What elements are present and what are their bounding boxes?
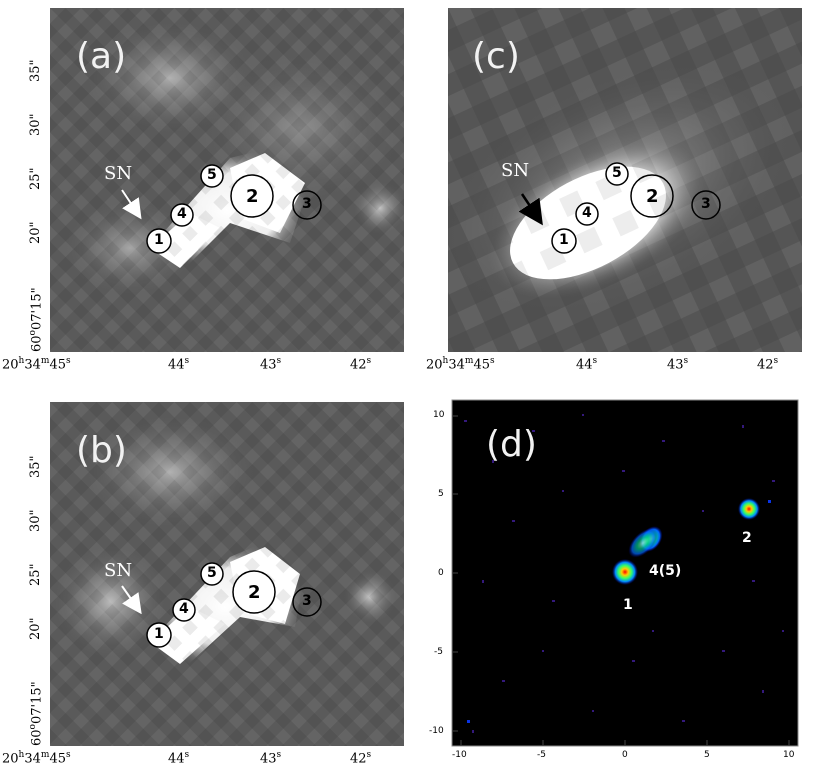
d-xtick-0: -10 xyxy=(452,750,467,760)
src-4-c: 4 xyxy=(582,205,592,221)
source-3-circle-a xyxy=(292,190,322,220)
src-2-c: 2 xyxy=(646,186,659,207)
src-1-b: 1 xyxy=(154,626,164,642)
panel-d-image xyxy=(452,400,798,746)
sn-label-b: SN xyxy=(104,560,133,581)
panel-label-b: (b) xyxy=(76,430,127,471)
source-5-circle-b xyxy=(200,562,224,586)
source-2-circle-c xyxy=(630,174,674,218)
panel-a-svg xyxy=(50,8,404,352)
src-3-b: 3 xyxy=(302,593,312,609)
dec-tick-b-2: 25" xyxy=(28,563,43,586)
src-5-a: 5 xyxy=(207,167,217,183)
ra-tick-b-3: 42s xyxy=(350,750,372,767)
noise-specks xyxy=(464,414,784,733)
source-5-circle-c xyxy=(605,162,629,186)
dec-tick-b-3: 30" xyxy=(28,509,43,532)
ra-tick-a-3: 42s xyxy=(350,356,372,373)
sn-arrow-b xyxy=(121,585,142,615)
source-4-circle-c xyxy=(575,202,599,226)
ra-tick-c-1: 44s xyxy=(576,356,598,373)
d-xtick-4: 10 xyxy=(783,750,795,760)
source-3-circle-b xyxy=(292,587,322,617)
source-3-circle-c xyxy=(691,190,721,220)
ra-tick-a-2: 43s xyxy=(260,356,282,373)
src-3-a: 3 xyxy=(302,196,312,212)
source-2-circle-a xyxy=(230,174,274,218)
ra-tick-c-0: 20h34m45s xyxy=(426,356,495,373)
src-5-b: 5 xyxy=(207,565,217,581)
src-2-a: 2 xyxy=(246,186,259,207)
d-ytick-2: 0 xyxy=(438,568,444,578)
source-4-circle-b xyxy=(172,598,196,622)
source-1-circle-a xyxy=(146,228,172,254)
dec-tick-a-2: 25" xyxy=(28,167,43,190)
panel-d-svg xyxy=(452,400,798,746)
dec-tick-a-0: 60o07'15" xyxy=(28,287,45,352)
d-ytick-0: 10 xyxy=(433,410,445,420)
ra-tick-c-2: 43s xyxy=(667,356,689,373)
source-4-circle-a xyxy=(170,203,194,227)
d-xtick-1: -5 xyxy=(537,750,546,760)
d-xtick-3: 5 xyxy=(704,750,710,760)
dec-tick-b-4: 35" xyxy=(28,455,43,478)
dec-tick-a-3: 30" xyxy=(28,113,43,136)
d-ytick-1: 5 xyxy=(438,489,444,499)
dec-tick-b-0: 60o07'15" xyxy=(28,681,45,746)
ra-tick-a-1: 44s xyxy=(168,356,190,373)
panel-b-svg xyxy=(50,402,404,746)
src-3-c: 3 xyxy=(701,196,711,212)
sn-arrow-a xyxy=(121,189,142,220)
panel-label-d: (d) xyxy=(486,424,537,465)
src-1-a: 1 xyxy=(154,232,164,248)
src-2-b: 2 xyxy=(248,582,261,603)
d-ytick-3: -5 xyxy=(434,647,443,657)
dec-tick-b-1: 20" xyxy=(28,617,43,640)
d-xtick-2: 0 xyxy=(622,750,628,760)
source-2-circle-b xyxy=(232,570,276,614)
src-1-c: 1 xyxy=(559,232,569,248)
ra-tick-b-2: 43s xyxy=(260,750,282,767)
src-2-d: 2 xyxy=(742,530,752,546)
ra-tick-b-1: 44s xyxy=(168,750,190,767)
d-ytick-4: -10 xyxy=(429,726,444,736)
ra-tick-a-0: 20h34m45s xyxy=(2,356,71,373)
source-5-circle-a xyxy=(200,164,224,188)
src-1-d: 1 xyxy=(623,597,633,613)
source-1-circle-c xyxy=(551,228,577,254)
src-45-d: 4(5) xyxy=(649,563,682,579)
source-1-circle-b xyxy=(146,622,172,648)
sn-label-c: SN xyxy=(501,160,530,181)
sn-label-a: SN xyxy=(104,163,133,184)
sn-arrow-c xyxy=(518,193,543,226)
panel-b-image xyxy=(50,402,404,746)
src-5-c: 5 xyxy=(612,165,622,181)
panel-label-c: (c) xyxy=(472,36,520,77)
dec-tick-a-4: 35" xyxy=(28,59,43,82)
ra-tick-c-3: 42s xyxy=(757,356,779,373)
ra-tick-b-0: 20h34m45s xyxy=(2,750,71,767)
dec-tick-a-1: 20" xyxy=(28,221,43,244)
src-4-a: 4 xyxy=(177,206,187,222)
src-4-b: 4 xyxy=(179,601,189,617)
panel-label-a: (a) xyxy=(76,36,127,77)
panel-a-image xyxy=(50,8,404,352)
